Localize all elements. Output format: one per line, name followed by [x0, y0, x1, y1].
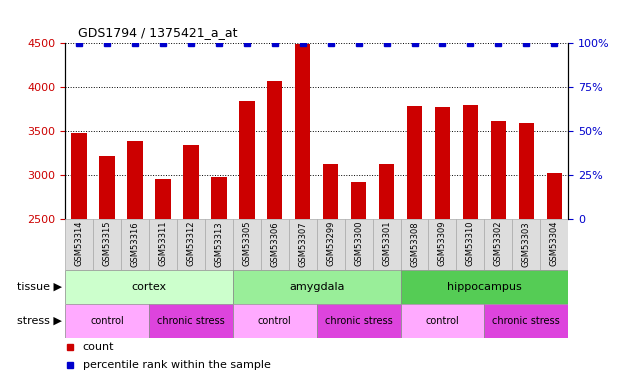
Bar: [295, 44, 310, 219]
Bar: [401, 219, 428, 270]
Text: percentile rank within the sample: percentile rank within the sample: [83, 360, 271, 370]
Bar: [93, 219, 121, 270]
Text: tissue ▶: tissue ▶: [17, 282, 62, 292]
Bar: [65, 219, 93, 270]
Bar: [401, 270, 568, 304]
Text: GSM53308: GSM53308: [410, 221, 419, 267]
Bar: [65, 304, 149, 338]
Bar: [233, 270, 401, 304]
Bar: [351, 182, 366, 219]
Bar: [71, 133, 87, 219]
Text: GSM53303: GSM53303: [522, 221, 531, 267]
Bar: [121, 219, 149, 270]
Bar: [463, 105, 478, 219]
Bar: [149, 219, 177, 270]
Bar: [401, 304, 484, 338]
Bar: [546, 172, 562, 219]
Text: GSM53309: GSM53309: [438, 221, 447, 266]
Bar: [512, 219, 540, 270]
Bar: [317, 219, 345, 270]
Bar: [379, 164, 394, 219]
Text: chronic stress: chronic stress: [157, 316, 225, 326]
Bar: [177, 219, 205, 270]
Text: GSM53316: GSM53316: [130, 221, 140, 267]
Bar: [407, 106, 422, 219]
Bar: [317, 304, 401, 338]
Bar: [323, 164, 338, 219]
Text: chronic stress: chronic stress: [492, 316, 560, 326]
Text: GSM53301: GSM53301: [382, 221, 391, 266]
Text: count: count: [83, 342, 114, 352]
Bar: [491, 121, 506, 219]
Bar: [373, 219, 401, 270]
Text: GSM53315: GSM53315: [102, 221, 112, 266]
Bar: [267, 81, 283, 219]
Text: GSM53302: GSM53302: [494, 221, 503, 266]
Text: control: control: [258, 316, 292, 326]
Text: amygdala: amygdala: [289, 282, 345, 292]
Bar: [435, 108, 450, 219]
Bar: [239, 101, 255, 219]
Bar: [205, 219, 233, 270]
Bar: [428, 219, 456, 270]
Bar: [289, 219, 317, 270]
Bar: [519, 123, 534, 219]
Bar: [149, 304, 233, 338]
Text: GSM53310: GSM53310: [466, 221, 475, 266]
Text: GSM53304: GSM53304: [550, 221, 559, 266]
Bar: [183, 146, 199, 219]
Bar: [65, 270, 233, 304]
Bar: [211, 177, 227, 219]
Bar: [261, 219, 289, 270]
Bar: [99, 156, 115, 219]
Text: chronic stress: chronic stress: [325, 316, 392, 326]
Bar: [233, 304, 317, 338]
Text: GSM53314: GSM53314: [75, 221, 84, 266]
Text: GSM53311: GSM53311: [158, 221, 168, 266]
Text: control: control: [425, 316, 460, 326]
Text: GSM53306: GSM53306: [270, 221, 279, 267]
Text: stress ▶: stress ▶: [17, 316, 62, 326]
Text: hippocampus: hippocampus: [447, 282, 522, 292]
Text: GDS1794 / 1375421_a_at: GDS1794 / 1375421_a_at: [78, 26, 237, 39]
Text: GSM53312: GSM53312: [186, 221, 196, 266]
Text: GSM53313: GSM53313: [214, 221, 224, 267]
Text: cortex: cortex: [132, 282, 166, 292]
Text: GSM53305: GSM53305: [242, 221, 252, 266]
Bar: [456, 219, 484, 270]
Text: GSM53307: GSM53307: [298, 221, 307, 267]
Text: control: control: [90, 316, 124, 326]
Text: GSM53299: GSM53299: [326, 221, 335, 266]
Bar: [155, 179, 171, 219]
Bar: [233, 219, 261, 270]
Bar: [484, 304, 568, 338]
Bar: [127, 141, 143, 219]
Bar: [540, 219, 568, 270]
Bar: [484, 219, 512, 270]
Text: GSM53300: GSM53300: [354, 221, 363, 266]
Bar: [345, 219, 373, 270]
